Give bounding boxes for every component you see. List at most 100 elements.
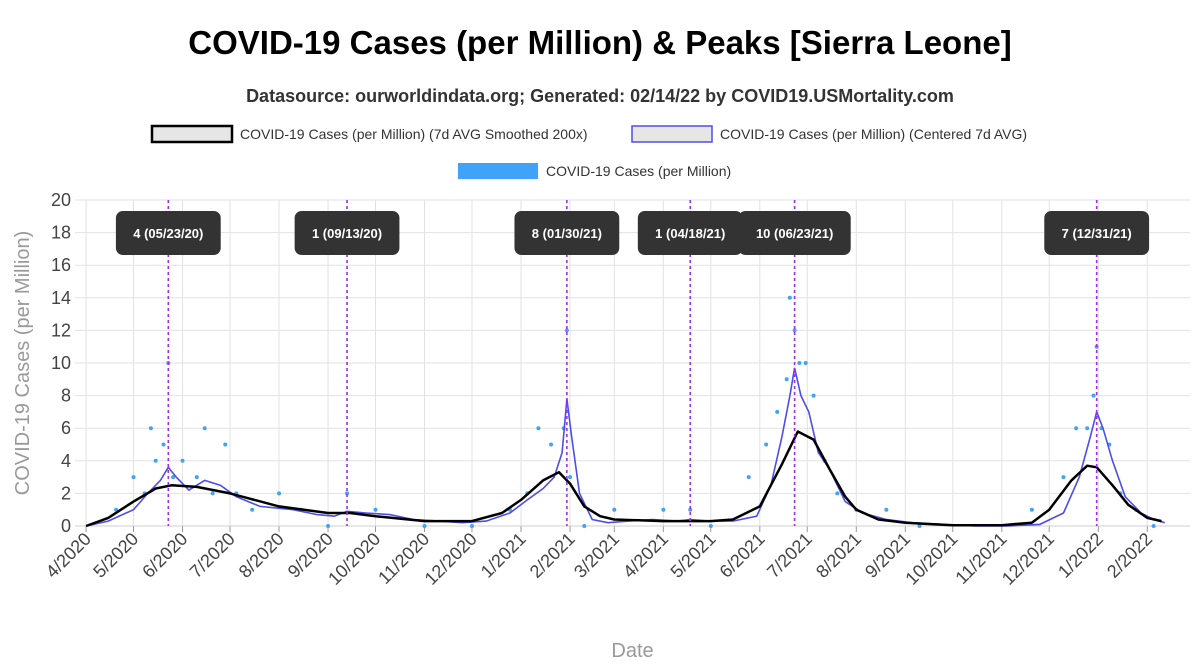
daily-point: [549, 442, 554, 447]
x-tick-label-0: 4/2020: [42, 529, 95, 582]
daily-point: [194, 475, 199, 480]
daily-point: [803, 361, 808, 365]
legend-label-1: COVID-19 Cases (per Million) (Centered 7…: [720, 126, 1027, 142]
daily-point: [792, 328, 797, 333]
legend-swatch-0: [150, 124, 234, 144]
peak-box-2: [514, 211, 620, 255]
y-tick-label-1: 2: [61, 483, 71, 503]
daily-point: [373, 507, 378, 512]
x-tick-label-15: 7/2021: [763, 529, 816, 582]
daily-point: [277, 491, 282, 496]
peak-label-1: 1 (09/13/20): [312, 226, 382, 241]
daily-point: [661, 507, 666, 512]
x-tick-label-10: 2/2021: [526, 529, 579, 582]
x-tick-label-18: 10/2021: [901, 529, 961, 589]
daily-point: [1085, 426, 1090, 431]
peak-label-4: 10 (06/23/21): [756, 226, 833, 241]
x-tick-label-8: 12/2020: [421, 529, 481, 589]
y-tick-label-0: 0: [61, 516, 71, 536]
daily-point: [775, 409, 780, 414]
plot-area: [85, 295, 1165, 528]
peak-label-3: 1 (04/18/21): [655, 226, 725, 241]
daily-point: [345, 491, 350, 496]
x-tick-label-6: 10/2020: [324, 529, 384, 589]
x-tick-label-14: 6/2021: [716, 529, 769, 582]
legend-swatch-2: [458, 163, 538, 179]
peak-label-0: 4 (05/23/20): [133, 226, 203, 241]
daily-point: [797, 361, 802, 365]
x-tick-label-13: 5/2021: [667, 529, 720, 582]
daily-point: [708, 524, 713, 528]
y-tick-label-8: 16: [51, 255, 71, 275]
x-tick-label-9: 1/2021: [477, 529, 530, 582]
daily-point: [1029, 507, 1034, 512]
chart-title: COVID-19 Cases (per Million) & Peaks [Si…: [188, 24, 1012, 61]
daily-point: [326, 524, 331, 528]
y-tick-label-10: 20: [51, 190, 71, 210]
chart-legend: COVID-19 Cases (per Million) (7d AVG Smo…: [150, 124, 1027, 179]
x-tick-label-12: 4/2021: [619, 529, 672, 582]
daily-point: [210, 491, 215, 496]
x-tick-label-16: 8/2021: [812, 529, 865, 582]
chart-gridlines: [75, 199, 1190, 527]
x-tick-label-2: 6/2020: [138, 529, 191, 582]
x-tick-label-3: 7/2020: [186, 529, 239, 582]
series-line-7d-avg: [85, 367, 1165, 527]
y-tick-label-6: 12: [51, 320, 71, 340]
x-axis-label: Date: [611, 640, 653, 662]
x-tick-label-4: 8/2020: [235, 529, 288, 582]
x-tick-label-22: 2/2022: [1103, 529, 1156, 582]
peak-label-2: 8 (01/30/21): [532, 226, 602, 241]
y-axis: 0 2 4 6 8 10 12 14 16 18 20: [51, 190, 71, 536]
daily-point: [148, 426, 153, 431]
peak-box-5: [1044, 211, 1150, 255]
legend-label-0: COVID-19 Cases (per Million) (7d AVG Smo…: [240, 126, 588, 142]
daily-point: [171, 475, 176, 480]
daily-point: [153, 458, 158, 463]
x-tick-label-11: 3/2021: [570, 529, 623, 582]
x-axis: 4/20205/20206/20207/20208/20209/202010/2…: [42, 525, 1190, 589]
legend-label-2: COVID-19 Cases (per Million): [546, 163, 731, 179]
daily-point: [568, 475, 573, 480]
chart-subtitle: Datasource: ourworldindata.org; Generate…: [246, 86, 954, 106]
y-tick-label-7: 14: [51, 288, 71, 308]
peak-annotations: 4 (05/23/20) 1 (09/13/20) 8 (01/30/21) 1 (0…: [115, 200, 1150, 526]
daily-point: [917, 524, 922, 528]
daily-point: [884, 507, 889, 512]
y-tick-label-3: 6: [61, 418, 71, 438]
y-tick-label-2: 4: [61, 451, 71, 471]
peak-box-4: [738, 211, 851, 255]
daily-point: [787, 295, 792, 300]
x-tick-label-1: 5/2020: [89, 529, 142, 582]
daily-point: [161, 442, 166, 447]
daily-point: [131, 475, 136, 480]
x-tick-label-20: 12/2021: [998, 529, 1058, 589]
daily-point: [764, 442, 769, 447]
peak-box-3: [637, 211, 743, 255]
series-line-smoothed: [85, 430, 1162, 528]
daily-point: [835, 491, 840, 496]
y-tick-label-5: 10: [51, 353, 71, 373]
daily-point: [811, 393, 816, 398]
daily-point: [422, 524, 427, 528]
x-tick-label-21: 1/2022: [1054, 529, 1107, 582]
daily-point: [564, 328, 569, 333]
daily-point: [469, 524, 474, 528]
y-tick-label-4: 8: [61, 386, 71, 406]
daily-point: [250, 507, 255, 512]
legend-swatch-1: [631, 125, 713, 143]
daily-point: [202, 426, 207, 431]
daily-point: [223, 442, 228, 447]
daily-point: [180, 458, 185, 463]
daily-point: [582, 524, 587, 528]
peak-label-5: 7 (12/31/21): [1062, 226, 1132, 241]
daily-point: [612, 507, 617, 512]
y-tick-label-9: 18: [51, 223, 71, 243]
daily-point: [688, 507, 693, 512]
daily-point: [536, 426, 541, 431]
daily-point: [784, 377, 789, 382]
daily-point: [1091, 393, 1096, 398]
daily-point: [1151, 524, 1156, 528]
peak-box-0: [115, 211, 221, 255]
